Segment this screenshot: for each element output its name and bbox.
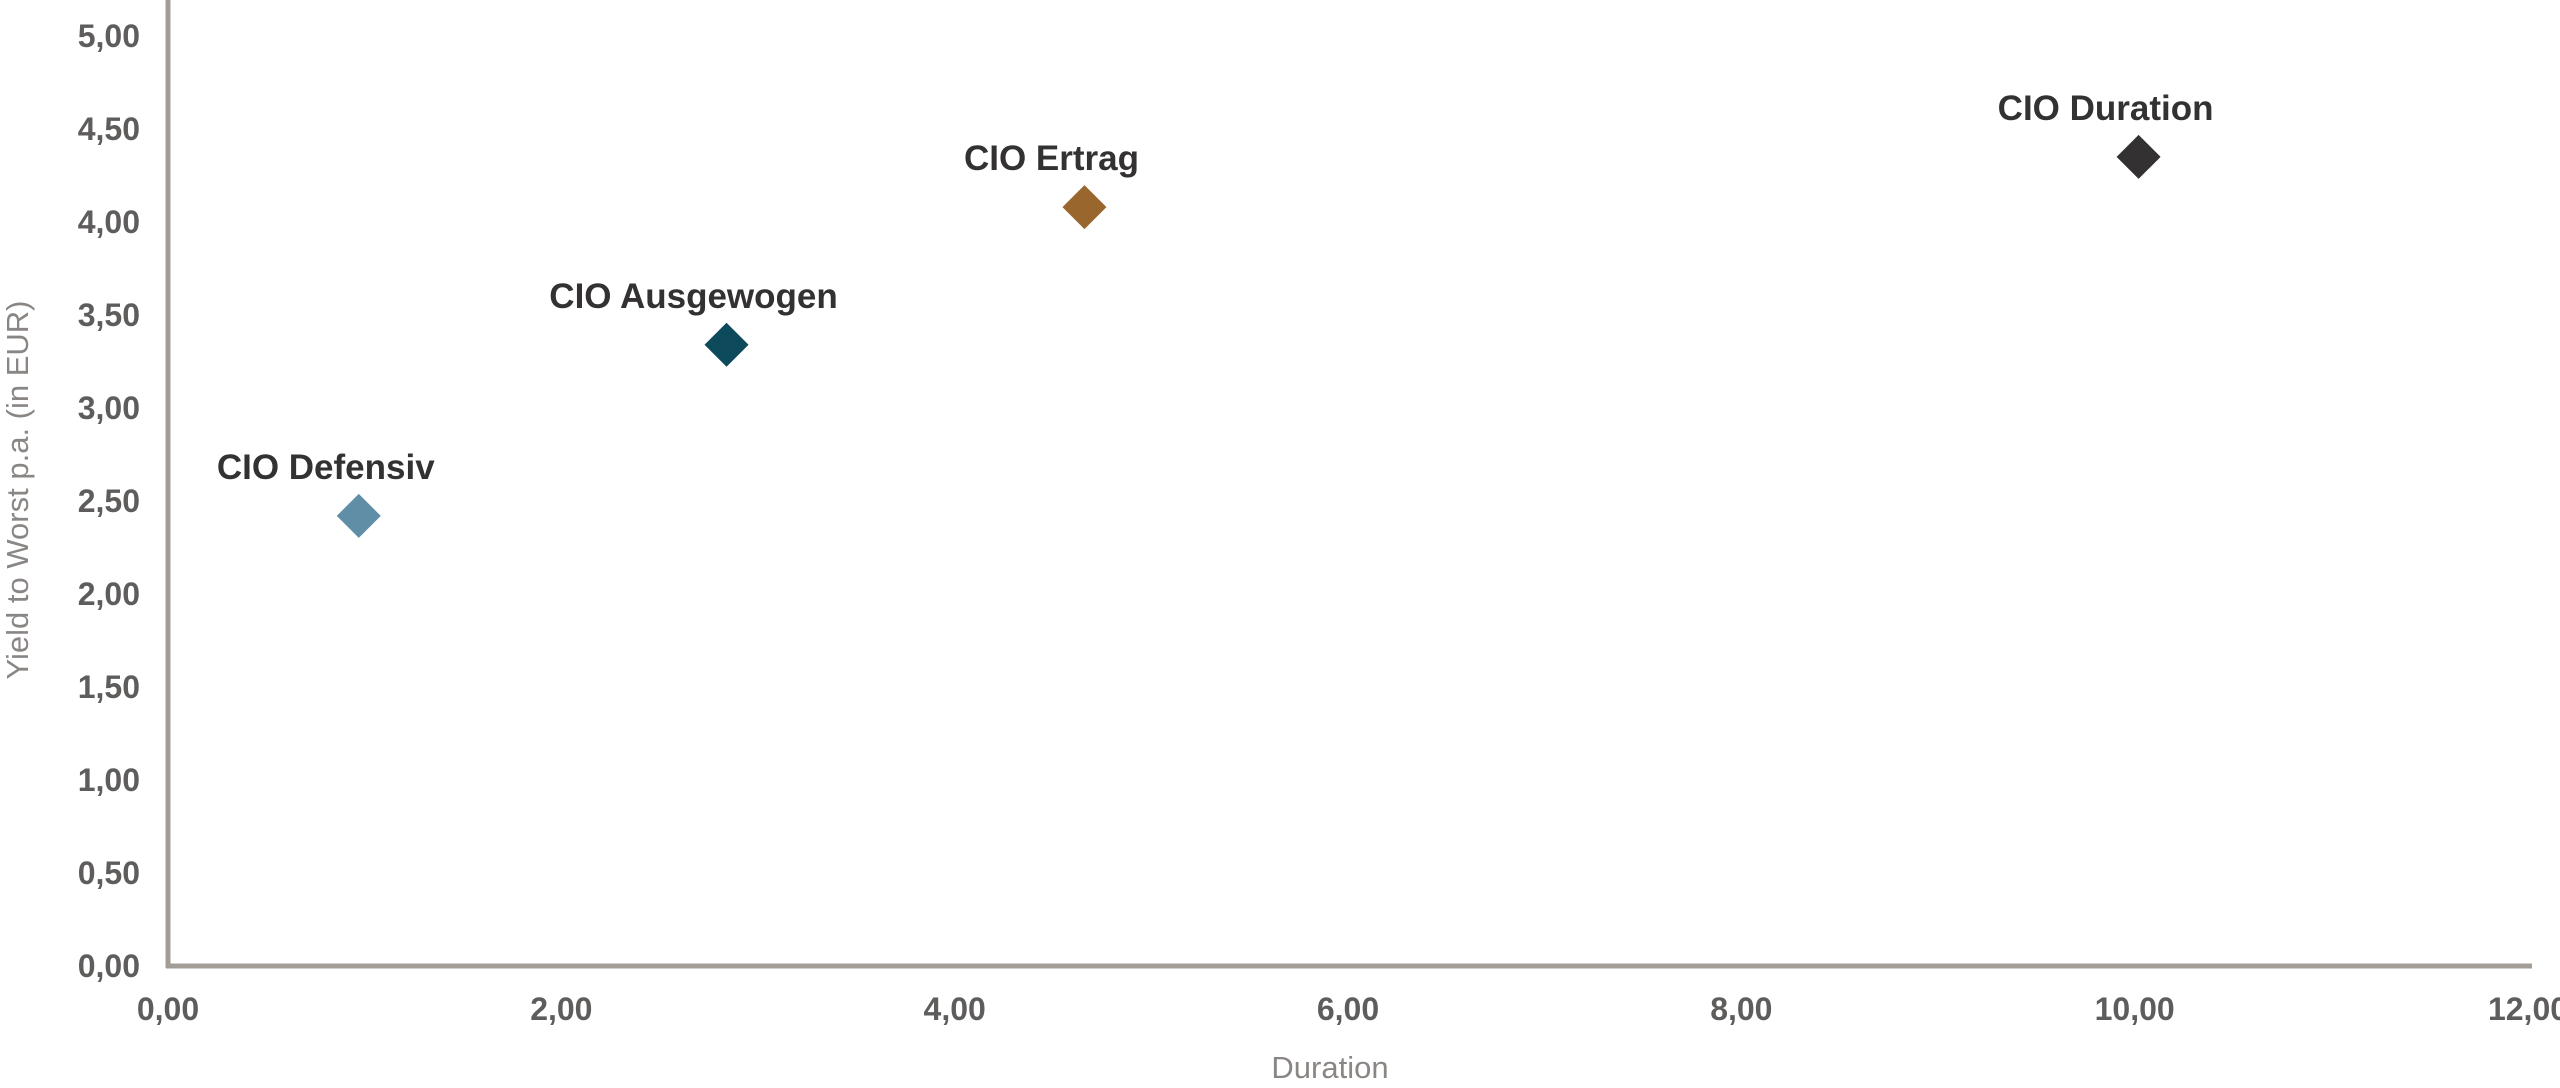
- x-tick-label: 0,00: [137, 991, 199, 1027]
- x-tick-label: 8,00: [1710, 991, 1772, 1027]
- y-tick-label: 0,50: [78, 855, 140, 891]
- y-tick-label: 2,50: [78, 483, 140, 519]
- x-axis-title: Duration: [1271, 1050, 1388, 1085]
- y-tick-label: 0,00: [78, 948, 140, 984]
- y-tick-label: 1,50: [78, 669, 140, 705]
- y-axis-title: Yield to Worst p.a. (in EUR): [0, 300, 35, 679]
- x-tick-label: 4,00: [924, 991, 986, 1027]
- axes: [165, 0, 2532, 969]
- tick-labels: 0,00 2,00 4,00 6,00 8,00 10,00 12,00 0,00 0,50 1,…: [78, 18, 2560, 1027]
- y-tick-label: 4,50: [78, 111, 140, 147]
- y-tick-label: 2,00: [78, 576, 140, 612]
- x-tick-label: 6,00: [1317, 991, 1379, 1027]
- diamond-marker: [2116, 134, 2161, 179]
- diamond-marker: [704, 322, 749, 367]
- diamond-marker: [336, 493, 381, 538]
- point-label: CIO Duration: [1998, 89, 2214, 128]
- data-points: CIO Defensiv CIO Ausgewogen CIO Ertrag CIO …: [217, 89, 2214, 538]
- x-tick-label: 2,00: [530, 991, 592, 1027]
- point-label: CIO Defensiv: [217, 448, 435, 487]
- y-tick-label: 3,50: [78, 297, 140, 333]
- x-tick-label: 10,00: [2095, 991, 2175, 1027]
- y-tick-label: 1,00: [78, 762, 140, 798]
- diamond-marker: [1062, 185, 1107, 230]
- point-label: CIO Ausgewogen: [549, 277, 837, 316]
- y-tick-label: 5,00: [78, 18, 140, 54]
- y-tick-label: 4,00: [78, 204, 140, 240]
- y-tick-label: 3,00: [78, 390, 140, 426]
- point-label: CIO Ertrag: [964, 139, 1139, 178]
- x-tick-label: 12,00: [2488, 991, 2560, 1027]
